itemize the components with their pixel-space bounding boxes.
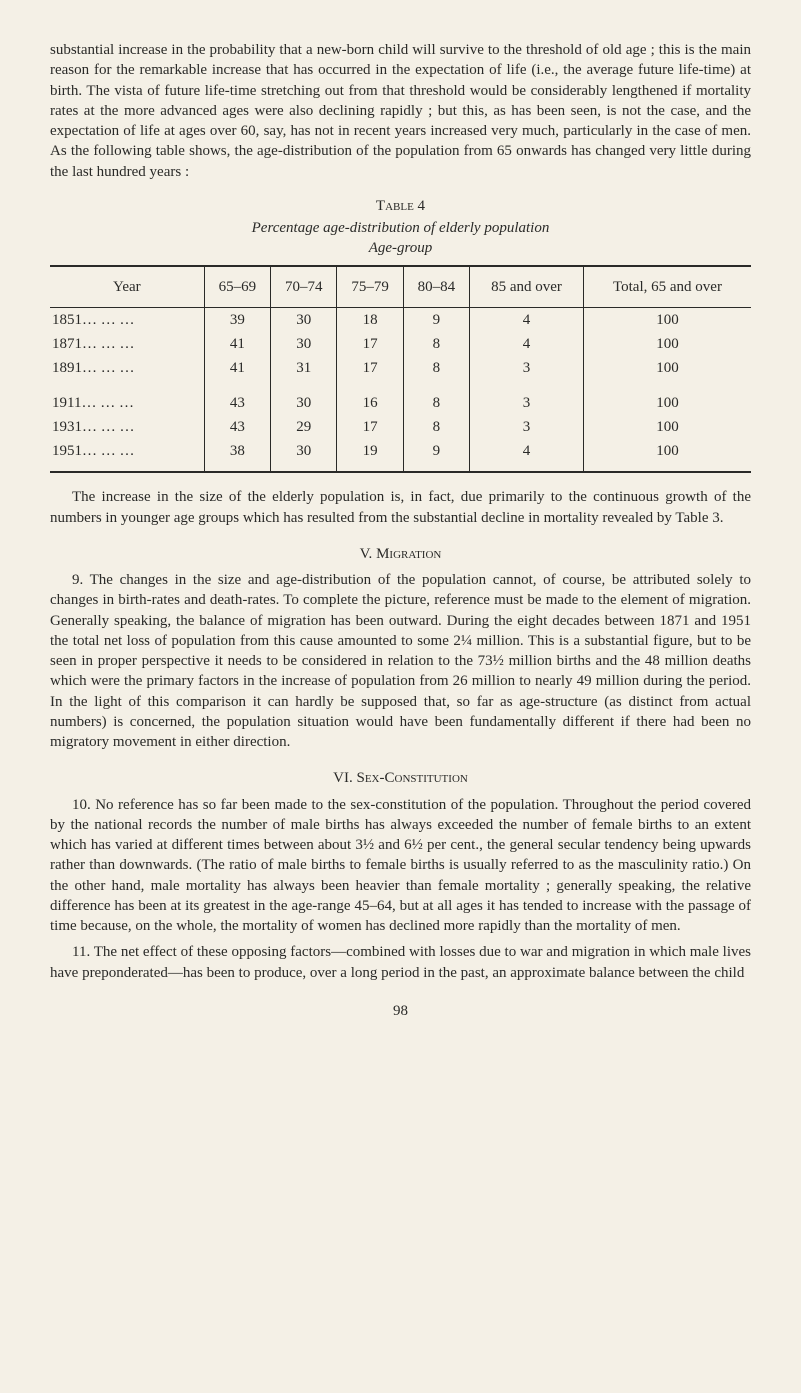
cell: 4	[470, 439, 584, 472]
section-heading-sex: VI. Sex-Constitution	[50, 768, 751, 788]
sex-paragraph-10: 10. No reference has so far been made to…	[50, 795, 751, 937]
cell: 4	[470, 307, 584, 332]
cell: 31	[271, 356, 337, 380]
cell: 30	[271, 439, 337, 472]
table-row: 1891… … … 41 31 17 8 3 100	[50, 356, 751, 380]
cell: 8	[403, 356, 469, 380]
cell: 100	[583, 307, 751, 332]
after-table-paragraph: The increase in the size of the elderly …	[50, 487, 751, 528]
table-row: 1871… … … 41 30 17 8 4 100	[50, 332, 751, 356]
col-75-79: 75–79	[337, 266, 403, 308]
cell-year: 1891… … …	[50, 356, 204, 380]
table-row: 1851… … … 39 30 18 9 4 100	[50, 307, 751, 332]
cell-year: 1911… … …	[50, 381, 204, 415]
col-85-over: 85 and over	[470, 266, 584, 308]
cell: 100	[583, 356, 751, 380]
table-row: 1911… … … 43 30 16 8 3 100	[50, 381, 751, 415]
cell: 17	[337, 332, 403, 356]
cell: 3	[470, 415, 584, 439]
cell: 100	[583, 332, 751, 356]
cell: 9	[403, 307, 469, 332]
cell: 9	[403, 439, 469, 472]
cell-year: 1951… … …	[50, 439, 204, 472]
cell: 30	[271, 381, 337, 415]
table-header-row: Year 65–69 70–74 75–79 80–84 85 and over…	[50, 266, 751, 308]
cell: 8	[403, 381, 469, 415]
section-number: VI.	[333, 770, 356, 786]
cell: 41	[204, 356, 270, 380]
migration-paragraph: 9. The changes in the size and age-distr…	[50, 570, 751, 752]
intro-paragraph: substantial increase in the probability …	[50, 40, 751, 182]
cell: 8	[403, 415, 469, 439]
cell: 41	[204, 332, 270, 356]
cell-year: 1871… … …	[50, 332, 204, 356]
cell: 19	[337, 439, 403, 472]
section-title: Migration	[376, 546, 441, 562]
col-year: Year	[50, 266, 204, 308]
cell: 18	[337, 307, 403, 332]
cell: 39	[204, 307, 270, 332]
age-distribution-table: Year 65–69 70–74 75–79 80–84 85 and over…	[50, 265, 751, 474]
cell: 17	[337, 415, 403, 439]
section-number: V.	[360, 546, 376, 562]
cell: 100	[583, 381, 751, 415]
table-label: Table 4	[50, 196, 751, 216]
cell: 38	[204, 439, 270, 472]
sex-paragraph-11: 11. The net effect of these opposing fac…	[50, 942, 751, 983]
cell: 30	[271, 332, 337, 356]
table-row: 1931… … … 43 29 17 8 3 100	[50, 415, 751, 439]
col-70-74: 70–74	[271, 266, 337, 308]
table-title: Percentage age-distribution of elderly p…	[50, 218, 751, 238]
section-heading-migration: V. Migration	[50, 544, 751, 564]
cell: 43	[204, 415, 270, 439]
cell: 17	[337, 356, 403, 380]
cell: 100	[583, 439, 751, 472]
cell: 30	[271, 307, 337, 332]
cell-year: 1851… … …	[50, 307, 204, 332]
cell: 4	[470, 332, 584, 356]
cell: 16	[337, 381, 403, 415]
cell: 8	[403, 332, 469, 356]
section-title: Sex-Constitution	[357, 770, 468, 786]
table-row: 1951… … … 38 30 19 9 4 100	[50, 439, 751, 472]
col-total: Total, 65 and over	[583, 266, 751, 308]
page-number: 98	[50, 1001, 751, 1021]
table-subtitle: Age-group	[50, 238, 751, 258]
cell-year: 1931… … …	[50, 415, 204, 439]
cell: 3	[470, 356, 584, 380]
cell: 43	[204, 381, 270, 415]
col-80-84: 80–84	[403, 266, 469, 308]
cell: 29	[271, 415, 337, 439]
cell: 100	[583, 415, 751, 439]
cell: 3	[470, 381, 584, 415]
col-65-69: 65–69	[204, 266, 270, 308]
